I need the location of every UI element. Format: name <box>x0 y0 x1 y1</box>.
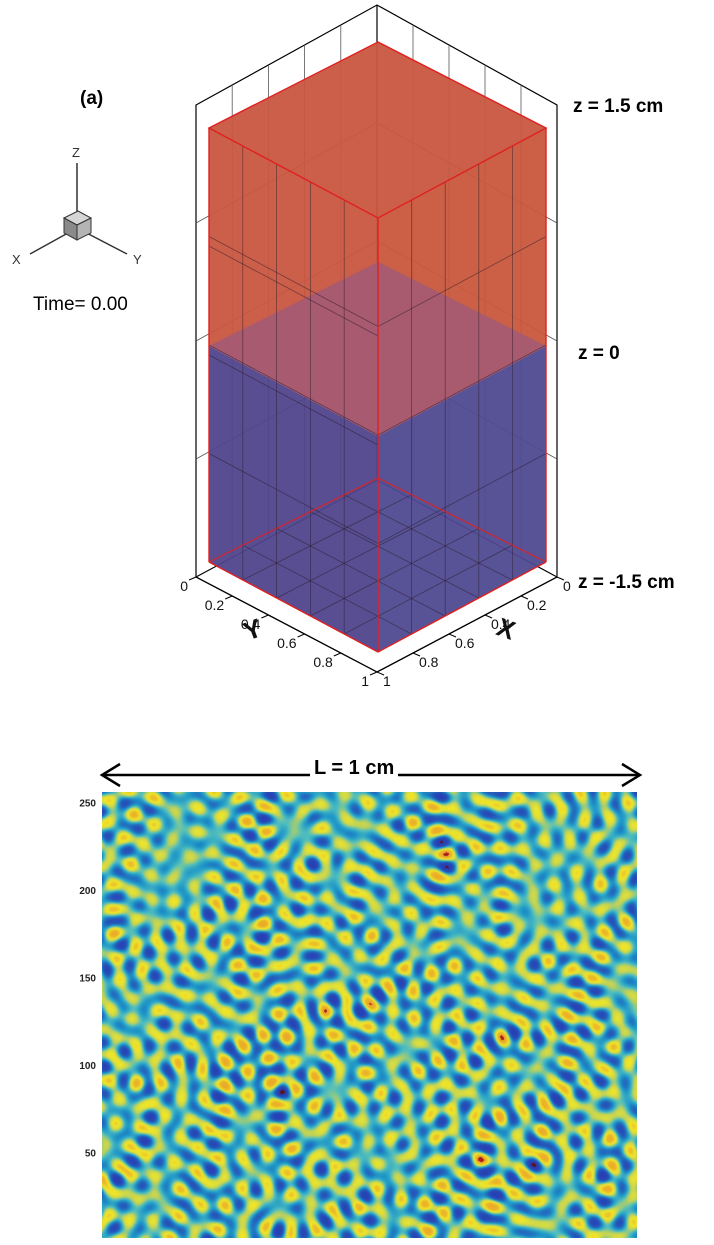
x-tick-label: 0.8 <box>419 654 439 670</box>
x-tick-mark <box>448 633 457 638</box>
field-y-tick-label: 250 <box>79 798 96 809</box>
front-grid-line <box>377 453 547 544</box>
orientation-triad: Z X Y <box>12 145 142 267</box>
y-tick-mark <box>225 595 233 600</box>
y-tick-mark <box>369 671 378 676</box>
front-face-grid <box>208 146 547 635</box>
y-tick-mark <box>297 633 305 638</box>
field-y-tick-label: 150 <box>79 973 96 984</box>
z-label-top: z = 1.5 cm <box>573 96 664 117</box>
triad-x-label: X <box>12 252 21 267</box>
y-tick-mark <box>188 576 197 581</box>
y-tick-mark <box>333 652 341 657</box>
x-tick-label: 0 <box>563 578 571 594</box>
floor-grid-line <box>242 494 412 581</box>
triad-z-label: Z <box>72 145 80 160</box>
panel-label: (a) <box>80 88 104 109</box>
front-grid-line <box>377 344 547 436</box>
field-y-tick-label: 100 <box>79 1061 96 1072</box>
front-grid-line <box>208 354 379 446</box>
y-tick-label: 0.8 <box>313 654 333 670</box>
3d-domain-figure: (a) Z X Y Time= 0.00 <box>12 4 675 689</box>
dimension-label: L = 1 cm <box>310 757 399 780</box>
floor-grid-line <box>344 544 513 635</box>
x-tick-mark <box>376 671 385 676</box>
floor-grid-line <box>310 511 479 599</box>
floor-grid-line <box>344 494 513 581</box>
floor-grid-line <box>310 528 479 617</box>
y-tick-label: 0.4 <box>241 616 261 632</box>
field-y-tick-label: 200 <box>79 886 96 897</box>
concentration-heatmap <box>102 792 637 1238</box>
time-label: Time= 0.00 <box>33 294 128 315</box>
y-tick-label: 0.2 <box>205 597 225 613</box>
concentration-field-figure: L = 1 cm 5010015020025050100150200250 <box>0 755 714 1245</box>
z-label-bottom: z = -1.5 cm <box>578 572 675 593</box>
triad-y-label: Y <box>133 252 142 267</box>
x-tick-mark <box>484 614 493 619</box>
triad-axes <box>29 163 128 255</box>
floor-grid-line <box>276 528 446 617</box>
upper-fluid <box>209 42 546 436</box>
y-tick-label: 0.6 <box>277 635 297 651</box>
front-grid-line <box>208 453 379 544</box>
field-plot-axes: 5010015020025050100150200250 <box>79 798 97 1159</box>
y-tick-label: 1 <box>361 673 369 689</box>
x-tick-label: 0.2 <box>527 597 547 613</box>
x-tick-mark <box>412 652 421 657</box>
z-label-mid: z = 0 <box>578 343 620 364</box>
y-tick-label: 0 <box>180 578 188 594</box>
domain-box-3d: 00.20.40.60.81 Y 00.20.40.60.81 X <box>180 4 571 689</box>
front-grid-line <box>208 344 379 436</box>
x-tick-mark <box>520 595 529 600</box>
x-tick-label: 0.6 <box>455 635 475 651</box>
x-tick-label: 0.4 <box>491 616 511 632</box>
floor-grid-line <box>242 544 412 635</box>
x-tick-label: 1 <box>383 673 391 689</box>
floor-grid-line <box>276 511 446 599</box>
y-tick-mark <box>261 614 269 619</box>
front-grid-line <box>208 236 379 327</box>
x-tick-mark <box>556 576 565 581</box>
fluid-edges <box>207 41 548 653</box>
field-y-tick-label: 50 <box>85 1148 97 1159</box>
front-grid-line <box>377 236 547 327</box>
front-grid-line <box>208 245 379 337</box>
